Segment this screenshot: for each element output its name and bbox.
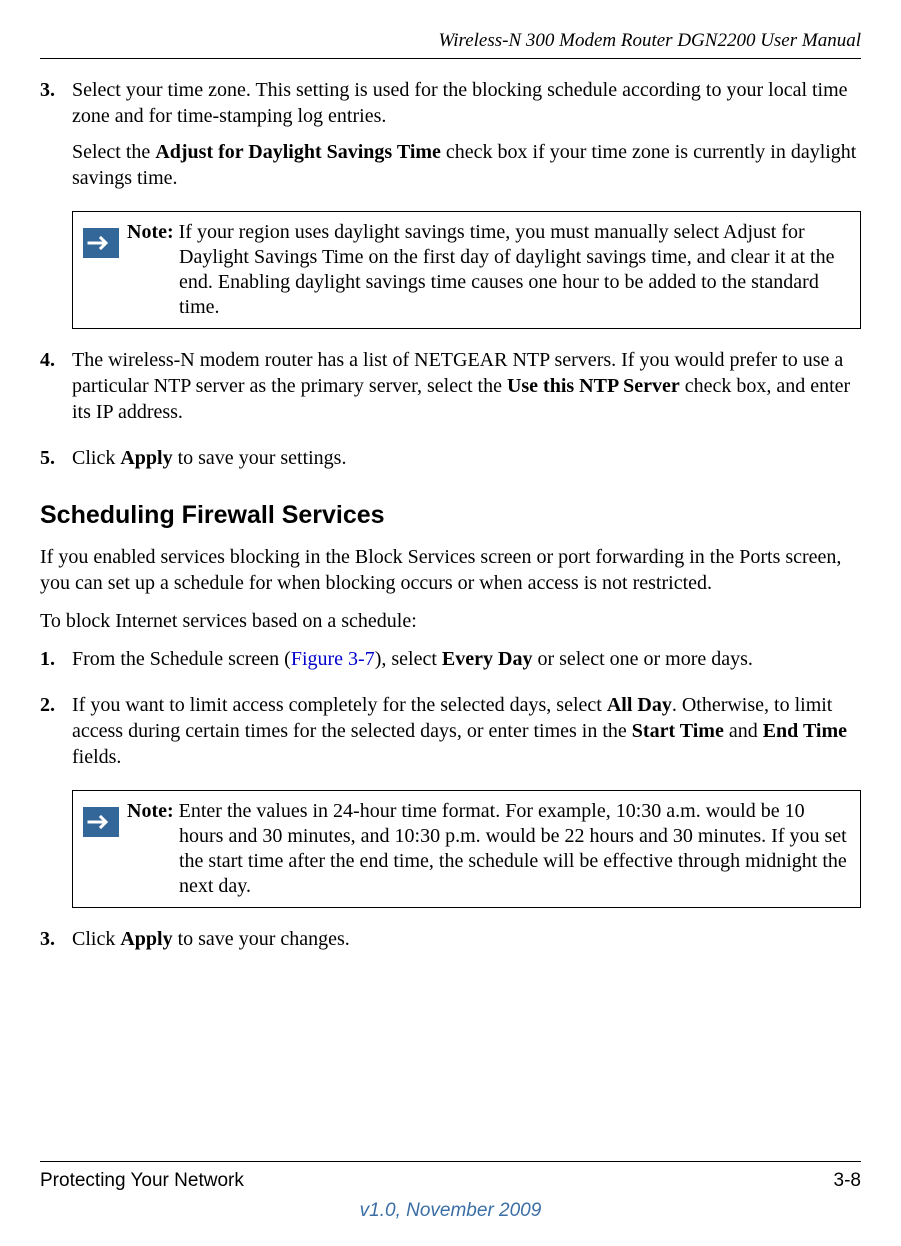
note-box: Note: Enter the values in 24-hour time f…	[72, 790, 861, 908]
header-title: Wireless-N 300 Modem Router DGN2200 User…	[438, 30, 861, 52]
step-5: 5. Click Apply to save your settings.	[40, 445, 861, 481]
note-body: If your region uses daylight savings tim…	[174, 221, 835, 318]
step-para: Select your time zone. This setting is u…	[72, 77, 861, 129]
note-icon-cell	[73, 212, 127, 266]
step-content: Click Apply to save your changes.	[72, 926, 861, 962]
body-content: 3. Select your time zone. This setting i…	[40, 77, 861, 962]
figure-link[interactable]: Figure 3-7	[291, 648, 375, 670]
note-icon-cell	[73, 791, 127, 845]
bold-term: Apply	[120, 447, 172, 469]
bold-term: Start Time	[632, 720, 724, 742]
bold-term: All Day	[607, 694, 672, 716]
footer-chapter: Protecting Your Network	[40, 1170, 244, 1192]
step-para: Click Apply to save your changes.	[72, 926, 861, 952]
section-heading: Scheduling Firewall Services	[40, 499, 861, 532]
note-text: Note: If your region uses daylight savin…	[127, 212, 860, 328]
step-para: From the Schedule screen (Figure 3-7), s…	[72, 646, 861, 672]
bold-term: Apply	[120, 928, 172, 950]
text-run: ), select	[375, 648, 442, 670]
text-run: Click	[72, 447, 120, 469]
text-run: to save your changes.	[173, 928, 350, 950]
step-3: 3. Select your time zone. This setting i…	[40, 77, 861, 201]
text-run: If you want to limit access completely f…	[72, 694, 607, 716]
note-label: Note:	[127, 800, 174, 822]
step-number: 5.	[40, 445, 72, 481]
text-run: and	[724, 720, 763, 742]
text-run: or select one or more days.	[532, 648, 752, 670]
step-content: The wireless-N modem router has a list o…	[72, 347, 861, 435]
step-para: The wireless-N modem router has a list o…	[72, 347, 861, 425]
step-para: Select the Adjust for Daylight Savings T…	[72, 139, 861, 191]
step-content: Select your time zone. This setting is u…	[72, 77, 861, 201]
step-content: From the Schedule screen (Figure 3-7), s…	[72, 646, 861, 682]
arrow-icon	[83, 807, 119, 837]
footer-version: v1.0, November 2009	[40, 1200, 861, 1222]
bold-term: Adjust for Daylight Savings Time	[155, 141, 441, 163]
step-number: 3.	[40, 77, 72, 201]
arrow-icon	[83, 228, 119, 258]
text-run: to save your settings.	[173, 447, 347, 469]
step-3b: 3. Click Apply to save your changes.	[40, 926, 861, 962]
bold-term: Every Day	[442, 648, 533, 670]
step-4: 4. The wireless-N modem router has a lis…	[40, 347, 861, 435]
text-run: fields.	[72, 746, 121, 768]
text-run: From the Schedule screen (	[72, 648, 291, 670]
step-1: 1. From the Schedule screen (Figure 3-7)…	[40, 646, 861, 682]
page-header: Wireless-N 300 Modem Router DGN2200 User…	[40, 30, 861, 77]
note-label: Note:	[127, 221, 174, 243]
step-content: Click Apply to save your settings.	[72, 445, 861, 481]
step-number: 3.	[40, 926, 72, 962]
step-2: 2. If you want to limit access completel…	[40, 692, 861, 780]
step-number: 2.	[40, 692, 72, 780]
footer-page-number: 3-8	[834, 1170, 861, 1192]
bold-term: End Time	[763, 720, 847, 742]
page-footer: Protecting Your Network 3-8 v1.0, Novemb…	[40, 1161, 861, 1222]
text-run: Select the	[72, 141, 155, 163]
text-run: Click	[72, 928, 120, 950]
footer-row: Protecting Your Network 3-8	[40, 1170, 861, 1192]
footer-rule	[40, 1161, 861, 1162]
step-para: Click Apply to save your settings.	[72, 445, 861, 471]
step-number: 1.	[40, 646, 72, 682]
section-intro: To block Internet services based on a sc…	[40, 608, 861, 634]
step-number: 4.	[40, 347, 72, 435]
note-box: Note: If your region uses daylight savin…	[72, 211, 861, 329]
note-text: Note: Enter the values in 24-hour time f…	[127, 791, 860, 907]
step-para: If you want to limit access completely f…	[72, 692, 861, 770]
header-rule	[40, 58, 861, 59]
note-body: Enter the values in 24-hour time format.…	[174, 800, 847, 897]
bold-term: Use this NTP Server	[507, 375, 680, 397]
section-intro: If you enabled services blocking in the …	[40, 544, 861, 596]
step-content: If you want to limit access completely f…	[72, 692, 861, 780]
